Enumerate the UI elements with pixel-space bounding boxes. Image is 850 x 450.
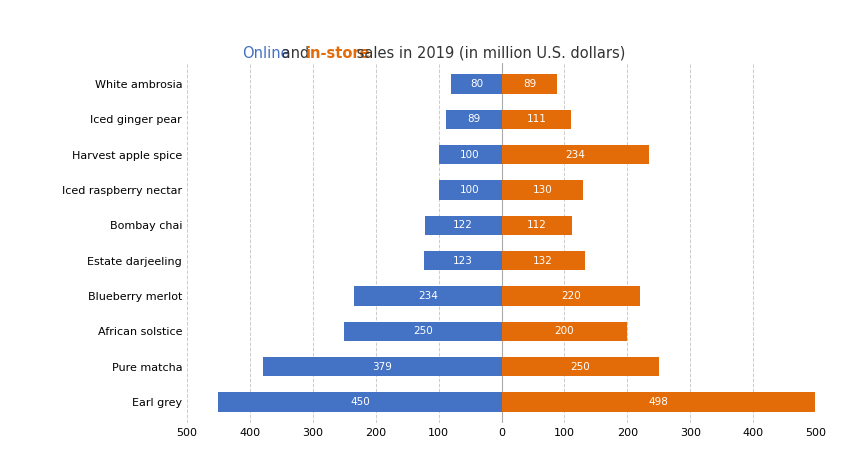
Text: 200: 200 xyxy=(554,326,575,336)
Text: 379: 379 xyxy=(372,361,392,372)
Bar xyxy=(445,110,502,129)
Text: and: and xyxy=(277,46,314,61)
Bar xyxy=(425,216,502,235)
Text: the: the xyxy=(600,19,625,33)
Text: 89: 89 xyxy=(467,114,480,125)
Text: 450: 450 xyxy=(350,397,370,407)
Text: 220: 220 xyxy=(561,291,581,301)
Text: 112: 112 xyxy=(527,220,547,230)
Text: 89: 89 xyxy=(523,79,536,89)
Text: 234: 234 xyxy=(418,291,438,301)
Text: 130: 130 xyxy=(532,185,552,195)
Bar xyxy=(502,216,572,235)
Text: knowledgeacademy: knowledgeacademy xyxy=(656,17,837,34)
Text: 498: 498 xyxy=(649,397,668,407)
Bar xyxy=(502,74,558,94)
Text: 122: 122 xyxy=(453,220,473,230)
Text: Online: Online xyxy=(242,46,290,61)
Text: 250: 250 xyxy=(413,326,433,336)
Bar xyxy=(502,392,815,412)
Bar xyxy=(451,74,502,94)
Bar xyxy=(439,180,502,200)
Text: 234: 234 xyxy=(565,150,585,160)
Text: 80: 80 xyxy=(470,79,483,89)
Bar xyxy=(502,145,649,164)
Bar xyxy=(502,180,583,200)
Bar xyxy=(439,145,502,164)
Bar xyxy=(502,322,627,341)
Bar xyxy=(354,286,502,306)
Bar xyxy=(502,286,640,306)
Bar xyxy=(264,357,502,376)
Text: 123: 123 xyxy=(453,256,473,266)
Text: 100: 100 xyxy=(460,150,480,160)
Bar xyxy=(344,322,501,341)
Bar xyxy=(502,251,585,270)
Text: 111: 111 xyxy=(526,114,547,125)
Text: 100: 100 xyxy=(460,185,480,195)
Bar xyxy=(424,251,501,270)
Text: 132: 132 xyxy=(533,256,553,266)
Bar xyxy=(502,110,571,129)
Bar xyxy=(502,357,659,376)
Bar xyxy=(218,392,502,412)
Text: sales in 2019 (in million U.S. dollars): sales in 2019 (in million U.S. dollars) xyxy=(352,46,626,61)
Text: in-store: in-store xyxy=(306,46,371,61)
Text: 250: 250 xyxy=(570,361,590,372)
